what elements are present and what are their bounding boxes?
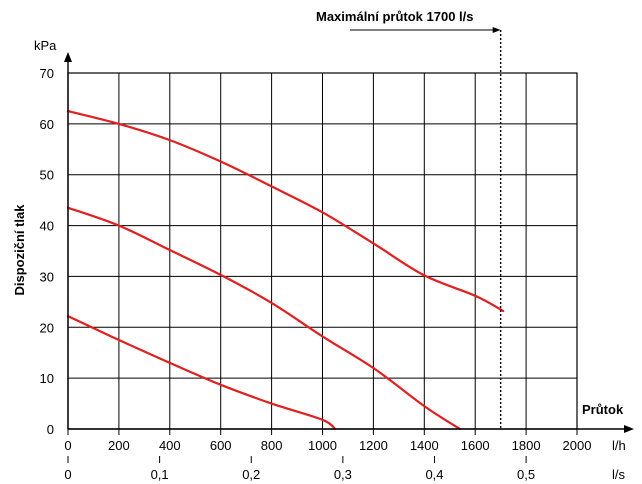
pressure-curve-1 <box>66 110 505 313</box>
x-tick-label: 1400 <box>410 438 439 453</box>
x-secondary-tick-label: 0,5 <box>517 467 535 482</box>
y-tick-label: 60 <box>40 117 54 132</box>
x-tick-label: 1600 <box>461 438 490 453</box>
pressure-curve-2 <box>66 206 461 431</box>
max-flow-marker: Maximální průtok 1700 l/s <box>316 9 502 429</box>
pressure-curve-3 <box>66 315 337 431</box>
x-tick-label: 600 <box>210 438 232 453</box>
x-tick-labels-secondary: 0 0,1 0,2 0,3 0,4 0,5 l/s <box>64 456 626 482</box>
x-tick-label: 2000 <box>563 438 592 453</box>
x-tick-label: 1200 <box>359 438 388 453</box>
x-axis-arrow <box>624 425 634 433</box>
y-tick-label: 70 <box>40 66 54 81</box>
y-axis-title: Dispoziční tlak <box>12 204 27 296</box>
y-tick-label: 20 <box>40 320 54 335</box>
max-flow-label: Maximální průtok 1700 l/s <box>316 9 474 24</box>
x-secondary-tick-label: 0,4 <box>425 467 443 482</box>
y-axis-arrow <box>64 52 72 62</box>
x-secondary-tick-label: 0,2 <box>242 467 260 482</box>
x-tick-labels-primary: 0 200 400 600 800 1000 1200 1400 1600 1800 2000 <box>64 429 591 453</box>
x-tick-label: 400 <box>159 438 181 453</box>
max-flow-arrowhead <box>492 27 501 33</box>
y-tick-label: 10 <box>40 371 54 386</box>
x-unit-secondary: l/s <box>612 467 626 482</box>
x-secondary-tick-label: 0,1 <box>151 467 169 482</box>
x-tick-label: 0 <box>64 438 71 453</box>
x-secondary-tick-label: 0 <box>64 467 71 482</box>
pressure-curves <box>66 110 505 431</box>
x-unit-primary: l/h <box>612 438 626 453</box>
y-tick-label: 0 <box>47 422 54 437</box>
x-secondary-tick-label: 0,3 <box>334 467 352 482</box>
y-tick-label: 40 <box>40 219 54 234</box>
y-unit-label: kPa <box>34 38 57 53</box>
y-tick-label: 50 <box>40 168 54 183</box>
x-tick-label: 1000 <box>308 438 337 453</box>
x-tick-label: 1800 <box>512 438 541 453</box>
x-tick-label: 200 <box>108 438 130 453</box>
y-tick-labels: 0 10 20 30 40 50 60 70 <box>40 66 54 437</box>
y-tick-label: 30 <box>40 269 54 284</box>
x-tick-label: 800 <box>261 438 283 453</box>
x-axis-title: Průtok <box>582 402 624 417</box>
